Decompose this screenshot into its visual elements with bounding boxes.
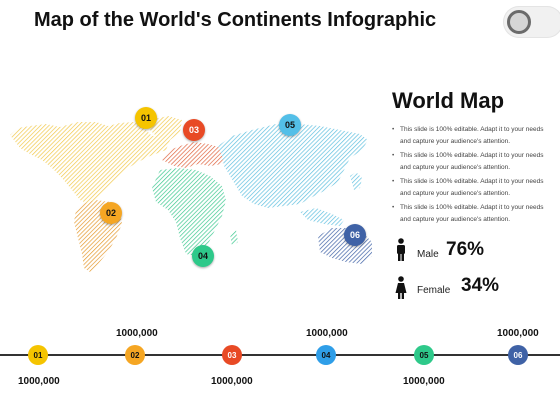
map-pin-03[interactable]: 03 bbox=[183, 119, 205, 141]
map-pin-01[interactable]: 01 bbox=[135, 107, 157, 129]
description-bullet: This slide is 100% editable. Adapt it to… bbox=[392, 176, 552, 200]
timeline-node-02[interactable]: 02 bbox=[125, 345, 145, 365]
timeline-node-06[interactable]: 06 bbox=[508, 345, 528, 365]
toggle-switch[interactable] bbox=[503, 6, 560, 38]
madagascar-region bbox=[230, 230, 238, 246]
map-pin-06[interactable]: 06 bbox=[344, 224, 366, 246]
timeline-label-top: 1000,000 bbox=[306, 328, 348, 339]
greenland-region bbox=[150, 116, 182, 140]
description-list: This slide is 100% editable. Adapt it to… bbox=[392, 124, 552, 228]
timeline-label-bottom: 1000,000 bbox=[211, 376, 253, 387]
toggle-knob[interactable] bbox=[507, 10, 531, 34]
female-label: Female bbox=[417, 285, 451, 296]
timeline-node-05[interactable]: 05 bbox=[414, 345, 434, 365]
world-map-heading: World Map bbox=[392, 88, 505, 113]
indonesia-region bbox=[300, 208, 344, 226]
description-bullet: This slide is 100% editable. Adapt it to… bbox=[392, 124, 552, 148]
timeline-label-top: 1000,000 bbox=[497, 328, 539, 339]
female-person-icon bbox=[395, 276, 407, 299]
timeline-label-bottom: 1000,000 bbox=[18, 376, 60, 387]
female-value: 34% bbox=[461, 275, 500, 296]
map-pin-05[interactable]: 05 bbox=[279, 114, 301, 136]
europe-region bbox=[162, 142, 228, 168]
asia-region bbox=[218, 124, 368, 208]
male-value: 76% bbox=[446, 239, 485, 260]
timeline-label-top: 1000,000 bbox=[116, 328, 158, 339]
male-label: Male bbox=[417, 249, 439, 260]
map-pin-04[interactable]: 04 bbox=[192, 245, 214, 267]
timeline-label-bottom: 1000,000 bbox=[403, 376, 445, 387]
japan-region bbox=[350, 172, 362, 190]
map-pin-02[interactable]: 02 bbox=[100, 202, 122, 224]
page-title: Map of the World's Continents Infographi… bbox=[34, 9, 437, 31]
timeline-line bbox=[0, 354, 560, 356]
timeline-node-01[interactable]: 01 bbox=[28, 345, 48, 365]
africa-region bbox=[152, 168, 226, 256]
description-bullet: This slide is 100% editable. Adapt it to… bbox=[392, 150, 552, 174]
description-bullet: This slide is 100% editable. Adapt it to… bbox=[392, 202, 552, 226]
north-america-region bbox=[10, 122, 170, 204]
male-person-icon bbox=[397, 238, 405, 261]
timeline-node-04[interactable]: 04 bbox=[316, 345, 336, 365]
timeline-node-03[interactable]: 03 bbox=[222, 345, 242, 365]
